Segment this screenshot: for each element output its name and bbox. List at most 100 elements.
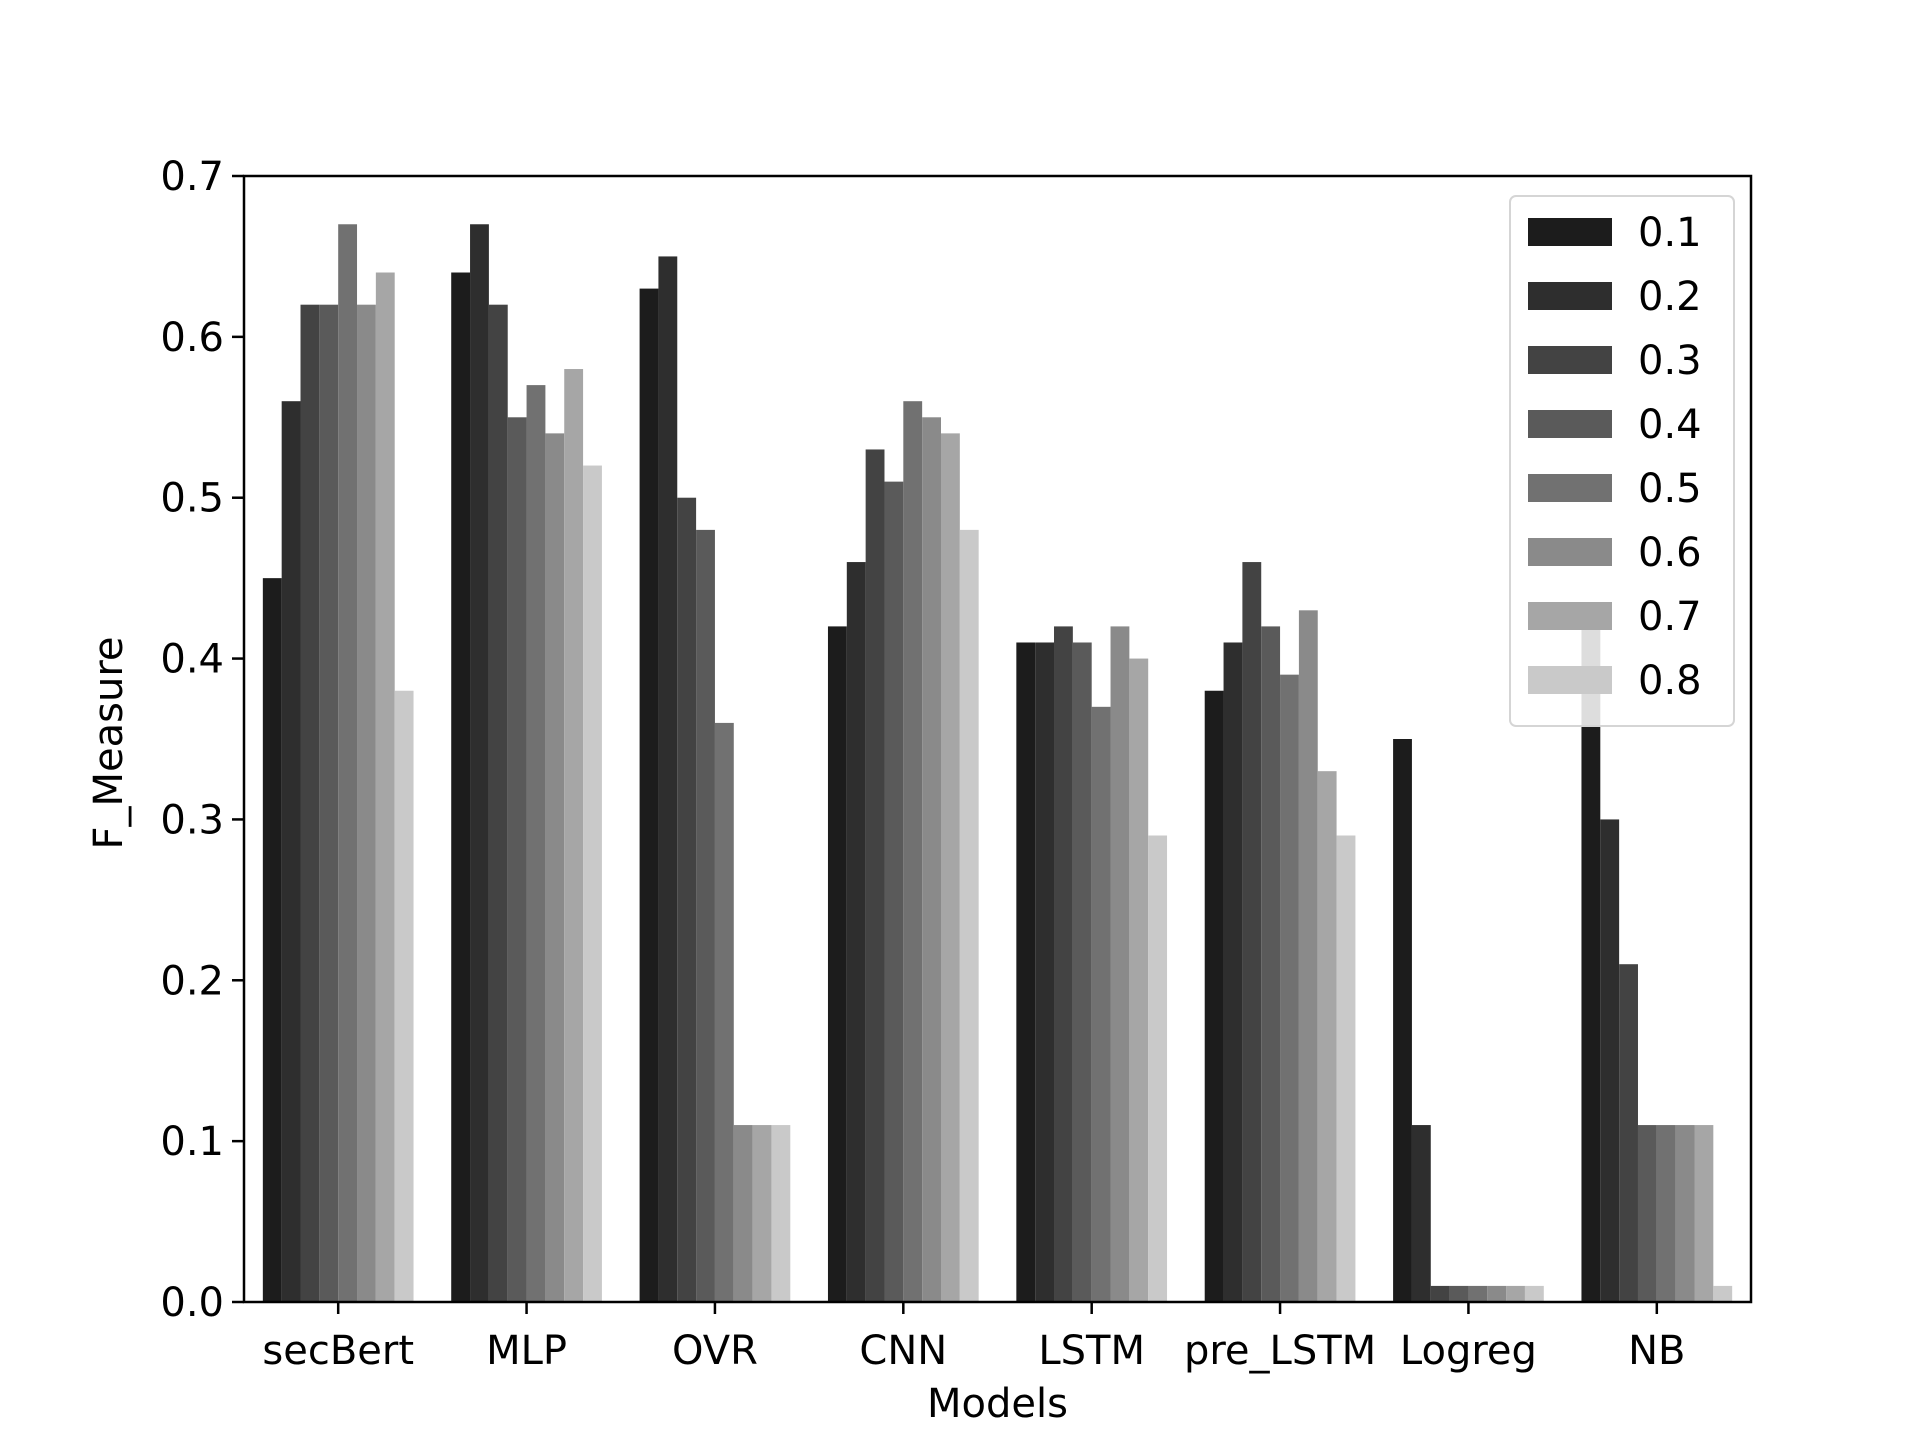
bar-OVR-0.2 bbox=[658, 256, 678, 1303]
bar-CNN-0.6 bbox=[922, 417, 941, 1302]
bar-CNN-0.8 bbox=[959, 529, 979, 1302]
bar-pre_LSTM-0.4 bbox=[1261, 626, 1281, 1302]
bar-OVR-0.7 bbox=[752, 1125, 772, 1302]
legend-label: 0.3 bbox=[1638, 338, 1702, 384]
bar-pre_LSTM-0.5 bbox=[1280, 674, 1299, 1302]
bar-pre_LSTM-0.1 bbox=[1204, 690, 1224, 1302]
legend-swatch bbox=[1528, 474, 1612, 502]
bar-CNN-0.1 bbox=[827, 626, 847, 1302]
bar-pre_LSTM-0.2 bbox=[1223, 642, 1243, 1302]
x-axis-label: Models bbox=[927, 1381, 1068, 1427]
legend-swatch bbox=[1528, 602, 1612, 630]
bar-Logreg-0.8 bbox=[1524, 1285, 1544, 1302]
bar-Logreg-0.7 bbox=[1506, 1285, 1525, 1302]
y-tick-label: 0.0 bbox=[160, 1280, 224, 1326]
bar-NB-0.7 bbox=[1694, 1125, 1714, 1302]
bar-NB-0.8 bbox=[1713, 1285, 1733, 1302]
bar-pre_LSTM-0.8 bbox=[1336, 835, 1356, 1302]
y-tick-label: 0.2 bbox=[160, 958, 224, 1004]
y-tick-label: 0.5 bbox=[160, 476, 224, 522]
legend-label: 0.4 bbox=[1638, 402, 1702, 448]
bar-CNN-0.5 bbox=[903, 401, 923, 1302]
bar-NB-0.1 bbox=[1581, 610, 1601, 1302]
bar-MLP-0.7 bbox=[564, 369, 584, 1302]
legend-swatch bbox=[1528, 538, 1612, 566]
bar-OVR-0.5 bbox=[714, 722, 734, 1302]
bar-LSTM-0.1 bbox=[1016, 642, 1036, 1302]
y-tick-label: 0.3 bbox=[160, 797, 224, 843]
y-tick-label: 0.6 bbox=[160, 315, 224, 361]
legend-label: 0.6 bbox=[1638, 530, 1702, 576]
bar-Logreg-0.2 bbox=[1411, 1125, 1431, 1302]
bar-NB-0.2 bbox=[1600, 819, 1620, 1302]
bar-OVR-0.4 bbox=[696, 529, 715, 1302]
legend-frame bbox=[1509, 195, 1735, 727]
bar-OVR-0.3 bbox=[677, 497, 697, 1303]
bar-MLP-0.2 bbox=[470, 224, 489, 1302]
plot-frame bbox=[242, 174, 1753, 1304]
bar-LSTM-0.5 bbox=[1091, 706, 1111, 1302]
bar-OVR-0.8 bbox=[771, 1125, 791, 1302]
legend-swatch bbox=[1528, 282, 1612, 310]
bar-secBert-0.1 bbox=[262, 578, 282, 1302]
bar-secBert-0.2 bbox=[281, 401, 301, 1302]
bar-Logreg-0.6 bbox=[1487, 1285, 1507, 1302]
bar-Logreg-0.4 bbox=[1449, 1285, 1469, 1302]
bar-CNN-0.4 bbox=[884, 481, 904, 1302]
y-tick-label: 0.7 bbox=[160, 154, 224, 200]
legend-swatch bbox=[1528, 346, 1612, 374]
x-tick-label: secBert bbox=[262, 1328, 414, 1374]
bar-secBert-0.4 bbox=[319, 304, 339, 1302]
x-tick-label: NB bbox=[1628, 1328, 1685, 1374]
bar-secBert-0.3 bbox=[300, 304, 320, 1302]
bar-CNN-0.3 bbox=[865, 449, 885, 1303]
bar-LSTM-0.8 bbox=[1148, 835, 1168, 1302]
bar-CNN-0.7 bbox=[940, 433, 960, 1302]
bar-MLP-0.4 bbox=[507, 417, 527, 1302]
bar-Logreg-0.3 bbox=[1430, 1285, 1450, 1302]
bar-secBert-0.7 bbox=[375, 272, 395, 1302]
x-tick-label: pre_LSTM bbox=[1184, 1328, 1376, 1374]
x-tick-label: Logreg bbox=[1400, 1328, 1537, 1374]
bar-secBert-0.5 bbox=[338, 224, 358, 1302]
bar-secBert-0.6 bbox=[357, 304, 376, 1302]
y-axis-label: F_Measure bbox=[86, 636, 132, 849]
legend: 0.1 0.2 0.3 0.4 0.5 0.6 0.7 0.8 bbox=[1509, 195, 1735, 727]
bar-LSTM-0.6 bbox=[1110, 626, 1130, 1302]
axis-ticks: 0.0 0.1 0.2 0.3 0.4 0.5 0.6 0.7 secBert MLP OVR CNN… bbox=[160, 154, 1685, 1374]
bar-MLP-0.5 bbox=[526, 385, 546, 1302]
y-tick-label: 0.4 bbox=[160, 637, 224, 683]
bar-LSTM-0.3 bbox=[1054, 626, 1073, 1302]
x-tick-label: LSTM bbox=[1038, 1328, 1145, 1374]
bars-layer bbox=[262, 224, 1733, 1303]
bar-pre_LSTM-0.6 bbox=[1298, 610, 1318, 1302]
bar-secBert-0.8 bbox=[394, 690, 414, 1302]
bar-LSTM-0.2 bbox=[1035, 642, 1055, 1302]
bar-pre_LSTM-0.3 bbox=[1242, 562, 1262, 1302]
bar-CNN-0.2 bbox=[846, 562, 866, 1302]
y-tick-label: 0.1 bbox=[160, 1119, 224, 1165]
bar-NB-0.5 bbox=[1656, 1125, 1676, 1302]
legend-swatch bbox=[1528, 666, 1612, 694]
bar-OVR-0.1 bbox=[639, 288, 659, 1303]
bar-MLP-0.3 bbox=[488, 304, 508, 1302]
legend-swatch bbox=[1528, 218, 1612, 246]
bar-NB-0.6 bbox=[1675, 1125, 1695, 1302]
legend-label: 0.1 bbox=[1638, 210, 1702, 256]
legend-label: 0.8 bbox=[1638, 658, 1702, 704]
x-tick-label: CNN bbox=[859, 1328, 947, 1374]
bar-MLP-0.6 bbox=[545, 433, 565, 1302]
bar-LSTM-0.7 bbox=[1129, 658, 1149, 1302]
x-tick-label: OVR bbox=[672, 1328, 758, 1374]
bar-Logreg-0.1 bbox=[1393, 739, 1412, 1302]
legend-label: 0.7 bbox=[1638, 594, 1702, 640]
bar-MLP-0.8 bbox=[583, 465, 602, 1302]
bar-OVR-0.6 bbox=[733, 1125, 753, 1302]
bar-NB-0.4 bbox=[1637, 1125, 1657, 1302]
legend-label: 0.2 bbox=[1638, 274, 1702, 320]
legend-label: 0.5 bbox=[1638, 466, 1702, 512]
bar-LSTM-0.4 bbox=[1072, 642, 1092, 1302]
bar-pre_LSTM-0.7 bbox=[1317, 771, 1337, 1302]
x-tick-label: MLP bbox=[486, 1328, 567, 1374]
